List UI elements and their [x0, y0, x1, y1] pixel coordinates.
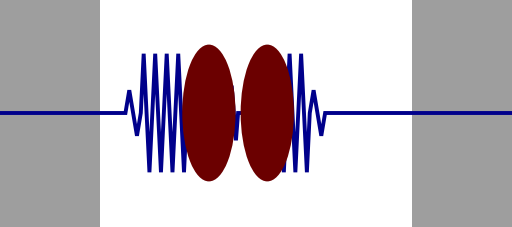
Ellipse shape: [182, 45, 236, 182]
Bar: [100, 0, 412, 227]
Ellipse shape: [241, 45, 294, 182]
